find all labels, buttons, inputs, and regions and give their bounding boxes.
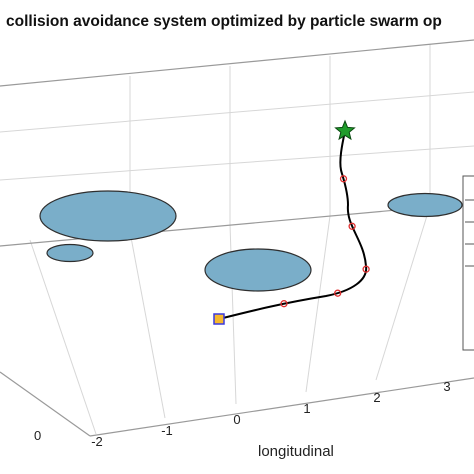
start-marker — [213, 313, 225, 325]
waypoint-marker — [348, 222, 356, 230]
obstacle-1 — [39, 190, 177, 242]
axes-frame — [0, 39, 474, 437]
x-tick-labels: -2 -1 0 1 2 3 — [91, 379, 450, 449]
x-tick-label: 2 — [373, 390, 380, 405]
x-tick-label: -2 — [91, 434, 103, 449]
x-tick-label: 3 — [443, 379, 450, 394]
legend — [462, 175, 474, 351]
side-tick-label: 0 — [34, 428, 41, 443]
x-tick-label: 1 — [303, 401, 310, 416]
chart-title: collision avoidance system optimized by … — [6, 13, 442, 30]
x-tick-label: -1 — [161, 423, 173, 438]
grid — [0, 44, 474, 435]
waypoint-marker — [280, 300, 288, 308]
goal-star — [334, 119, 356, 141]
waypoint-group — [280, 175, 370, 308]
x-axis-label: longitudinal — [258, 443, 334, 460]
waypoint-marker — [334, 289, 342, 297]
trajectory-line — [218, 130, 368, 320]
obstacle-4 — [387, 192, 463, 218]
obstacle-3 — [204, 248, 312, 292]
waypoint-marker — [339, 175, 348, 183]
obstacle-2 — [46, 243, 94, 263]
x-tick-label: 0 — [233, 412, 240, 427]
waypoint-marker — [362, 265, 370, 273]
